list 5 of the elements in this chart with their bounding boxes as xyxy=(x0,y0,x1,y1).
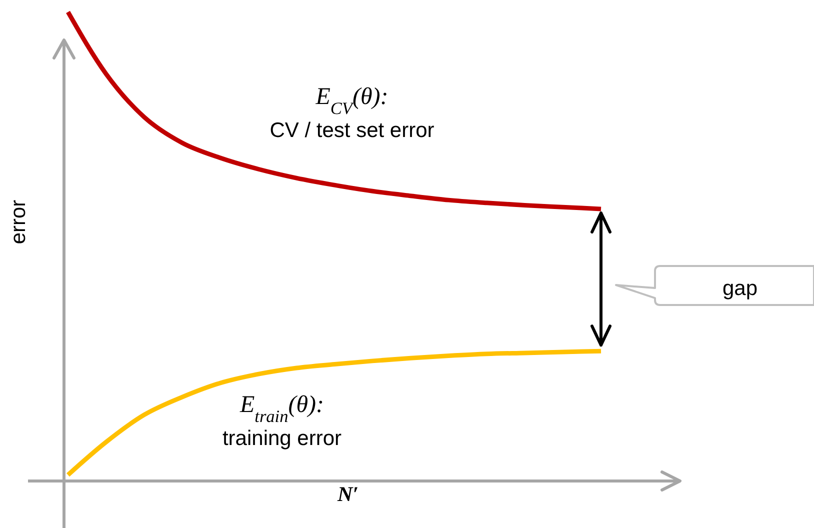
y-axis-title: error xyxy=(7,200,30,244)
text: gap xyxy=(722,277,758,300)
series-label: E$_{CV}$(θ): CV / test set error xyxy=(270,84,434,142)
x-axis-title: N′ xyxy=(336,482,359,506)
series-label: E$_{train}$(θ): training error xyxy=(222,392,342,450)
